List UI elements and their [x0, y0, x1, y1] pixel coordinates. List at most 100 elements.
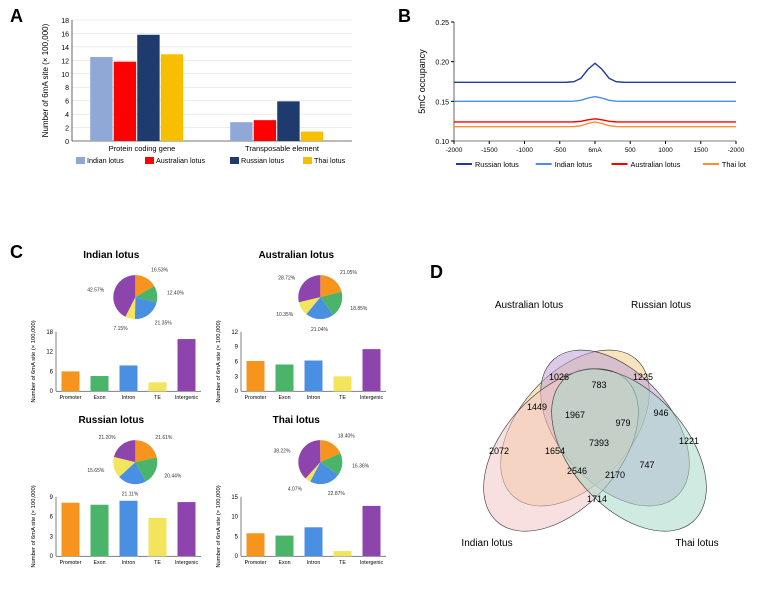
svg-text:9: 9 — [50, 495, 54, 501]
venn-count: 1967 — [565, 410, 585, 420]
svg-text:Exon: Exon — [278, 560, 290, 566]
svg-text:Indian lotus: Indian lotus — [555, 160, 593, 169]
svg-text:TE: TE — [154, 560, 161, 566]
svg-text:20.44%: 20.44% — [164, 473, 182, 479]
svg-text:1000: 1000 — [658, 147, 673, 154]
svg-text:-500: -500 — [553, 147, 566, 154]
svg-text:Intron: Intron — [307, 395, 321, 401]
svg-text:-2000: -2000 — [728, 147, 745, 154]
svg-text:0: 0 — [235, 389, 239, 395]
panel-d-venn: Australian lotusRussian lotusIndian lotu… — [430, 280, 760, 580]
svg-text:6: 6 — [235, 360, 239, 366]
svg-text:Thai lotus: Thai lotus — [722, 160, 746, 169]
svg-text:38.22%: 38.22% — [273, 449, 291, 455]
bar — [137, 35, 159, 141]
svg-text:TE: TE — [339, 560, 346, 566]
svg-text:Intron: Intron — [122, 395, 136, 401]
bar — [254, 120, 276, 141]
svg-text:0: 0 — [50, 554, 54, 560]
panel-c-svg: Indian lotus061218Number of 6mA site (× … — [28, 246, 398, 576]
svg-text:6mA: 6mA — [588, 147, 602, 154]
svg-text:Intron: Intron — [307, 560, 321, 566]
svg-text:0: 0 — [65, 139, 69, 146]
svg-text:500: 500 — [625, 147, 636, 154]
bar — [276, 364, 294, 391]
bar — [178, 502, 196, 556]
svg-text:TE: TE — [154, 395, 161, 401]
series-line — [454, 63, 736, 82]
svg-text:Number of 6mA site (× 100,000): Number of 6mA site (× 100,000) — [216, 320, 222, 402]
svg-text:8: 8 — [65, 85, 69, 92]
svg-text:16.36%: 16.36% — [352, 463, 370, 469]
svg-text:0.15: 0.15 — [435, 99, 449, 106]
panel-b-label: B — [398, 6, 411, 27]
svg-text:Thai lotus: Thai lotus — [314, 156, 346, 165]
svg-text:15: 15 — [231, 495, 238, 501]
svg-text:21.20%: 21.20% — [99, 435, 117, 441]
svg-text:Russian lotus: Russian lotus — [631, 300, 691, 311]
series-line — [454, 97, 736, 102]
svg-text:18.85%: 18.85% — [350, 306, 368, 312]
panel-b-chart: 0.100.150.200.255mC occupancy-2000-1500-… — [416, 16, 746, 181]
svg-text:Russian lotus: Russian lotus — [241, 156, 285, 165]
svg-text:10: 10 — [231, 515, 238, 521]
svg-text:10: 10 — [61, 72, 69, 79]
svg-text:15.65%: 15.65% — [87, 468, 105, 474]
bar — [91, 505, 109, 556]
svg-text:Number of 6mA site (× 100,000): Number of 6mA site (× 100,000) — [41, 23, 50, 137]
bar — [247, 361, 265, 391]
panel-d-svg: Australian lotusRussian lotusIndian lotu… — [430, 280, 760, 580]
bar — [301, 132, 323, 141]
svg-text:Intergenic: Intergenic — [175, 560, 199, 566]
svg-text:-2000: -2000 — [446, 147, 463, 154]
svg-text:4: 4 — [65, 112, 69, 119]
bar — [91, 376, 109, 391]
venn-count: 2072 — [489, 446, 509, 456]
venn-count: 1225 — [633, 372, 653, 382]
svg-text:Indian lotus: Indian lotus — [461, 538, 512, 549]
svg-text:Intron: Intron — [122, 560, 136, 566]
svg-text:16.53%: 16.53% — [151, 267, 169, 273]
svg-text:Exon: Exon — [278, 395, 290, 401]
panel-c-grid: Indian lotus061218Number of 6mA site (× … — [28, 246, 398, 576]
svg-text:5: 5 — [235, 534, 239, 540]
bar — [120, 501, 138, 556]
svg-text:Promoter: Promoter — [245, 395, 267, 401]
bar — [149, 382, 167, 391]
panel-c-label: C — [10, 242, 23, 263]
svg-text:Promoter: Promoter — [60, 560, 82, 566]
bar — [120, 365, 138, 391]
svg-text:Thai lotus: Thai lotus — [675, 538, 718, 549]
bar — [334, 551, 352, 556]
svg-text:Exon: Exon — [93, 395, 105, 401]
svg-text:22.87%: 22.87% — [328, 491, 346, 497]
svg-text:14: 14 — [61, 45, 69, 52]
svg-text:0.25: 0.25 — [435, 20, 449, 27]
bar — [178, 339, 196, 391]
bar — [305, 527, 323, 556]
svg-text:0: 0 — [50, 389, 54, 395]
svg-text:TE: TE — [339, 395, 346, 401]
svg-text:3: 3 — [235, 374, 239, 380]
svg-text:42.57%: 42.57% — [87, 288, 105, 294]
bar — [161, 54, 183, 141]
svg-text:0.20: 0.20 — [435, 60, 449, 67]
bar — [305, 361, 323, 392]
svg-text:Australian lotus: Australian lotus — [258, 250, 334, 261]
svg-text:Intergenic: Intergenic — [360, 560, 384, 566]
svg-text:-1500: -1500 — [481, 147, 498, 154]
bar — [114, 62, 136, 141]
svg-text:12.40%: 12.40% — [167, 291, 185, 297]
svg-text:2: 2 — [65, 126, 69, 133]
svg-text:18: 18 — [61, 18, 69, 25]
venn-count: 1714 — [587, 494, 607, 504]
bar — [62, 371, 80, 391]
svg-text:21.35%: 21.35% — [155, 321, 173, 327]
svg-text:Russian lotus: Russian lotus — [475, 160, 519, 169]
bar — [230, 122, 252, 141]
svg-text:18: 18 — [46, 330, 53, 336]
panel-a-label: A — [10, 6, 23, 27]
svg-text:Promoter: Promoter — [60, 395, 82, 401]
svg-text:21.61%: 21.61% — [155, 435, 173, 441]
svg-text:Intergenic: Intergenic — [175, 395, 199, 401]
